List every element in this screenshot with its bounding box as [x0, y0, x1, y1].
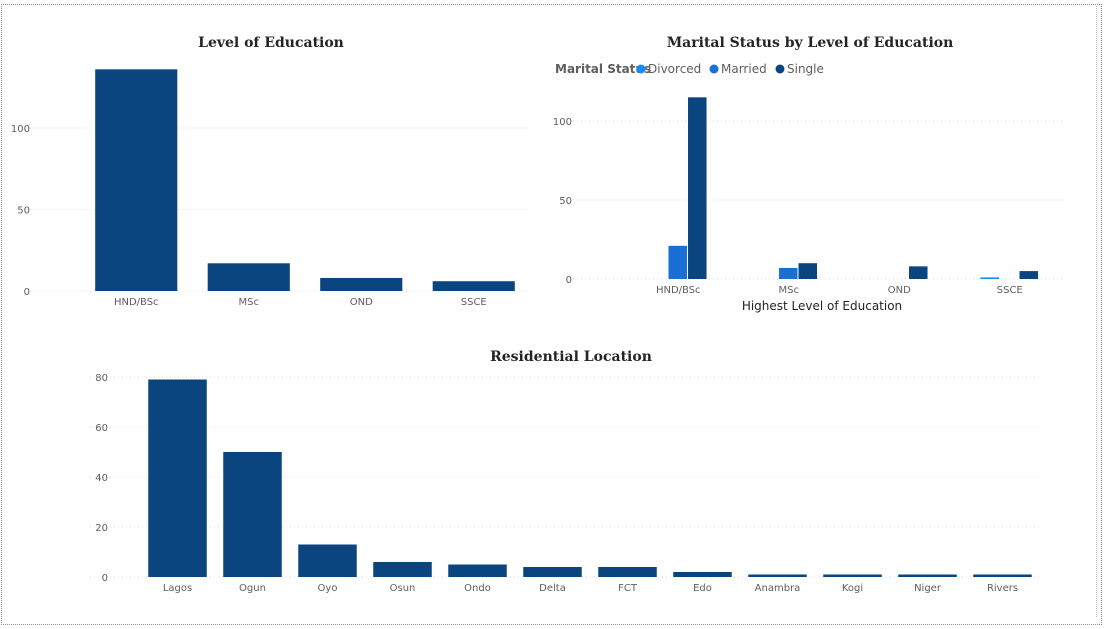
y-tick-label: 0 — [102, 573, 108, 584]
x-tick-label-ond: OND — [888, 285, 911, 296]
legend[interactable]: Marital Status Divorced Married Single — [555, 62, 824, 76]
bar-ond[interactable] — [320, 277, 403, 291]
y-tick-label: 100 — [553, 117, 572, 128]
x-tick-label-hnd-bsc: HND/BSc — [656, 285, 701, 296]
legend-item-single[interactable]: Single — [787, 62, 824, 76]
x-tick-label-msc: MSc — [779, 285, 799, 296]
x-tick-label-osun: Osun — [390, 583, 416, 594]
bar-ondo[interactable] — [448, 564, 507, 578]
legend-marker-married — [709, 64, 719, 74]
chart-title: Marital Status by Level of Education — [667, 35, 954, 51]
y-tick-label: 50 — [559, 196, 572, 207]
legend-title: Marital Status — [555, 62, 651, 76]
y-tick-label: 0 — [24, 287, 30, 298]
bar-osun[interactable] — [373, 562, 432, 577]
x-tick-label-ssce: SSCE — [461, 297, 487, 308]
bar-ssce[interactable] — [432, 281, 515, 291]
y-tick-label: 100 — [11, 124, 30, 135]
bar-rivers[interactable] — [973, 574, 1032, 578]
legend-item-divorced[interactable]: Divorced — [648, 62, 701, 76]
bar-oyo[interactable] — [298, 544, 357, 578]
bar-ssce-single[interactable] — [1019, 271, 1039, 279]
canvas-edge-divider — [1096, 6, 1097, 617]
y-tick-label: 50 — [17, 206, 30, 217]
x-tick-label-ogun: Ogun — [239, 583, 266, 594]
bar-ond-single[interactable] — [909, 266, 928, 279]
bar-anambra[interactable] — [748, 574, 807, 578]
legend-item-married[interactable]: Married — [721, 62, 767, 76]
bar-edo[interactable] — [673, 572, 732, 577]
x-axis-title: Highest Level of Education — [742, 299, 902, 313]
x-tick-label-ssce: SSCE — [997, 285, 1023, 296]
x-tick-label-rivers: Rivers — [987, 583, 1018, 594]
bar-lagos[interactable] — [148, 379, 207, 578]
bar-niger[interactable] — [898, 574, 957, 578]
x-tick-label-anambra: Anambra — [755, 583, 801, 594]
bar-ssce-divorced[interactable] — [980, 277, 999, 279]
bar-hnd-bsc-married[interactable] — [668, 245, 688, 279]
x-tick-label-ond: OND — [350, 297, 373, 308]
y-tick-label: 20 — [95, 523, 108, 534]
x-tick-label-fct: FCT — [618, 583, 638, 594]
x-tick-label-edo: Edo — [693, 583, 712, 594]
x-tick-label-lagos: Lagos — [163, 583, 192, 594]
bar-msc[interactable] — [207, 263, 290, 291]
bar-fct[interactable] — [598, 567, 657, 577]
y-tick-label: 0 — [566, 275, 572, 286]
report-canvas-border — [1, 4, 1102, 625]
y-tick-label: 60 — [95, 423, 108, 434]
bar-msc-married[interactable] — [778, 267, 798, 279]
legend-marker-divorced — [636, 64, 646, 74]
bar-ogun[interactable] — [223, 452, 282, 577]
x-tick-label-ondo: Ondo — [464, 583, 491, 594]
bar-hnd-bsc-single[interactable] — [688, 97, 707, 279]
chart-title: Level of Education — [198, 35, 344, 51]
bar-delta[interactable] — [523, 567, 582, 577]
legend-marker-single — [775, 64, 785, 74]
y-tick-label: 80 — [95, 373, 108, 384]
x-tick-label-oyo: Oyo — [318, 583, 338, 594]
x-tick-label-hnd-bsc: HND/BSc — [114, 297, 159, 308]
bar-hnd-bsc[interactable] — [95, 69, 178, 291]
y-tick-label: 40 — [95, 473, 108, 484]
bar-msc-single[interactable] — [798, 263, 818, 279]
chart-title: Residential Location — [490, 349, 652, 365]
x-tick-label-niger: Niger — [914, 583, 942, 594]
bar-kogi[interactable] — [823, 574, 882, 578]
x-tick-label-delta: Delta — [539, 583, 566, 594]
x-tick-label-msc: MSc — [239, 297, 259, 308]
x-tick-label-kogi: Kogi — [842, 583, 863, 594]
